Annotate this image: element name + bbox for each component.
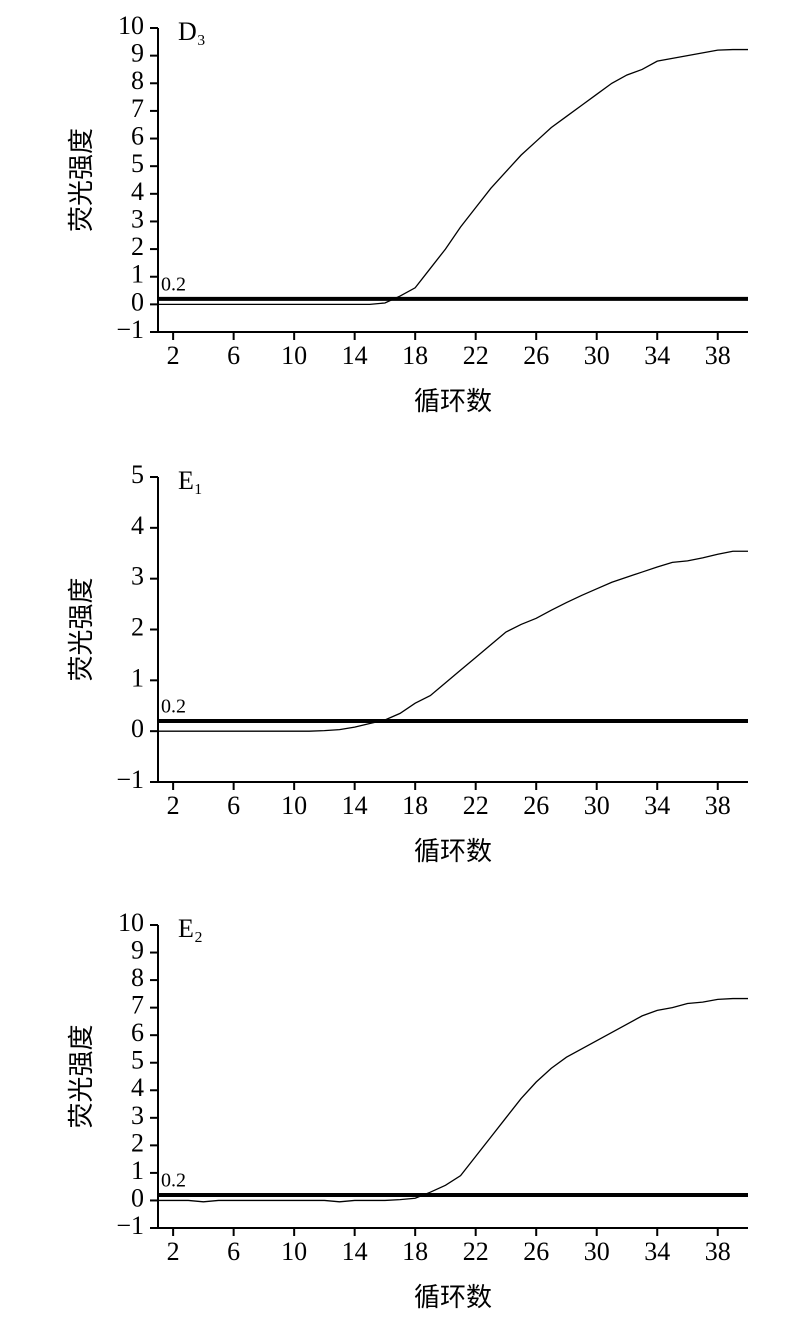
- y-tick-label: 2: [131, 612, 144, 641]
- y-tick-label: 4: [131, 1073, 144, 1102]
- x-tick-label: 10: [281, 1237, 307, 1266]
- x-axis-label: 循环数: [414, 837, 492, 866]
- threshold-label: 0.2: [161, 273, 186, 295]
- y-tick-label: 5: [131, 460, 144, 489]
- y-tick-label: 2: [131, 1128, 144, 1157]
- x-tick-label: 34: [644, 1237, 670, 1266]
- y-tick-label: 1: [131, 663, 144, 692]
- x-tick-label: 14: [342, 341, 368, 370]
- y-tick-label: 0: [131, 1183, 144, 1212]
- y-axis-label: 荧光强度: [67, 128, 96, 232]
- y-tick-label: 3: [131, 562, 144, 591]
- x-tick-label: 14: [342, 1237, 368, 1266]
- x-tick-label: 38: [705, 341, 731, 370]
- x-tick-label: 6: [227, 341, 240, 370]
- y-tick-label: 1: [131, 1156, 144, 1185]
- y-tick-label: 0: [131, 287, 144, 316]
- y-tick-label: 1: [131, 260, 144, 289]
- y-tick-label: 9: [131, 936, 144, 965]
- y-tick-label: 10: [118, 11, 144, 40]
- y-axis-label: 荧光强度: [67, 1024, 96, 1128]
- x-tick-label: 38: [705, 1237, 731, 1266]
- x-tick-label: 10: [281, 791, 307, 820]
- x-tick-label: 18: [402, 341, 428, 370]
- y-tick-label: 3: [131, 204, 144, 233]
- y-tick-label: 7: [131, 991, 144, 1020]
- x-tick-label: 10: [281, 341, 307, 370]
- panel-label: E₂: [178, 914, 203, 943]
- panel-label: E₁: [178, 466, 203, 495]
- y-tick-label: 4: [131, 177, 144, 206]
- x-tick-label: 26: [523, 341, 549, 370]
- y-tick-label: 0: [131, 714, 144, 743]
- y-tick-label: 10: [118, 908, 144, 937]
- y-tick-label: −1: [116, 765, 144, 794]
- y-tick-label: 6: [131, 1018, 144, 1047]
- y-tick-label: 5: [131, 149, 144, 178]
- threshold-label: 0.2: [161, 696, 186, 718]
- x-tick-label: 34: [644, 791, 670, 820]
- y-tick-label: 4: [131, 511, 144, 540]
- x-tick-label: 38: [705, 791, 731, 820]
- x-tick-label: 2: [167, 341, 180, 370]
- x-tick-label: 30: [584, 341, 610, 370]
- x-tick-label: 2: [167, 791, 180, 820]
- y-tick-label: −1: [116, 1211, 144, 1240]
- y-tick-label: 5: [131, 1046, 144, 1075]
- x-tick-label: 22: [463, 341, 489, 370]
- x-tick-label: 2: [167, 1237, 180, 1266]
- y-tick-label: 8: [131, 963, 144, 992]
- x-tick-label: 18: [402, 1237, 428, 1266]
- y-tick-label: 8: [131, 66, 144, 95]
- x-tick-label: 6: [227, 791, 240, 820]
- data-line: [158, 997, 748, 1203]
- data-line: [158, 48, 748, 306]
- x-axis-label: 循环数: [414, 387, 492, 416]
- y-axis-label: 荧光强度: [67, 577, 96, 681]
- x-axis-label: 循环数: [414, 1283, 492, 1312]
- x-tick-label: 34: [644, 341, 670, 370]
- threshold-label: 0.2: [161, 1170, 186, 1192]
- y-tick-label: 2: [131, 232, 144, 261]
- x-tick-label: 14: [342, 791, 368, 820]
- x-tick-label: 18: [402, 791, 428, 820]
- data-line: [158, 550, 748, 732]
- y-tick-label: 3: [131, 1101, 144, 1130]
- x-tick-label: 22: [463, 791, 489, 820]
- y-tick-label: −1: [116, 315, 144, 344]
- y-tick-label: 7: [131, 94, 144, 123]
- panel-label: D₃: [178, 17, 206, 46]
- y-tick-label: 9: [131, 39, 144, 68]
- x-tick-label: 26: [523, 791, 549, 820]
- x-tick-label: 30: [584, 1237, 610, 1266]
- x-tick-label: 26: [523, 1237, 549, 1266]
- x-tick-label: 6: [227, 1237, 240, 1266]
- y-tick-label: 6: [131, 122, 144, 151]
- x-tick-label: 22: [463, 1237, 489, 1266]
- x-tick-label: 30: [584, 791, 610, 820]
